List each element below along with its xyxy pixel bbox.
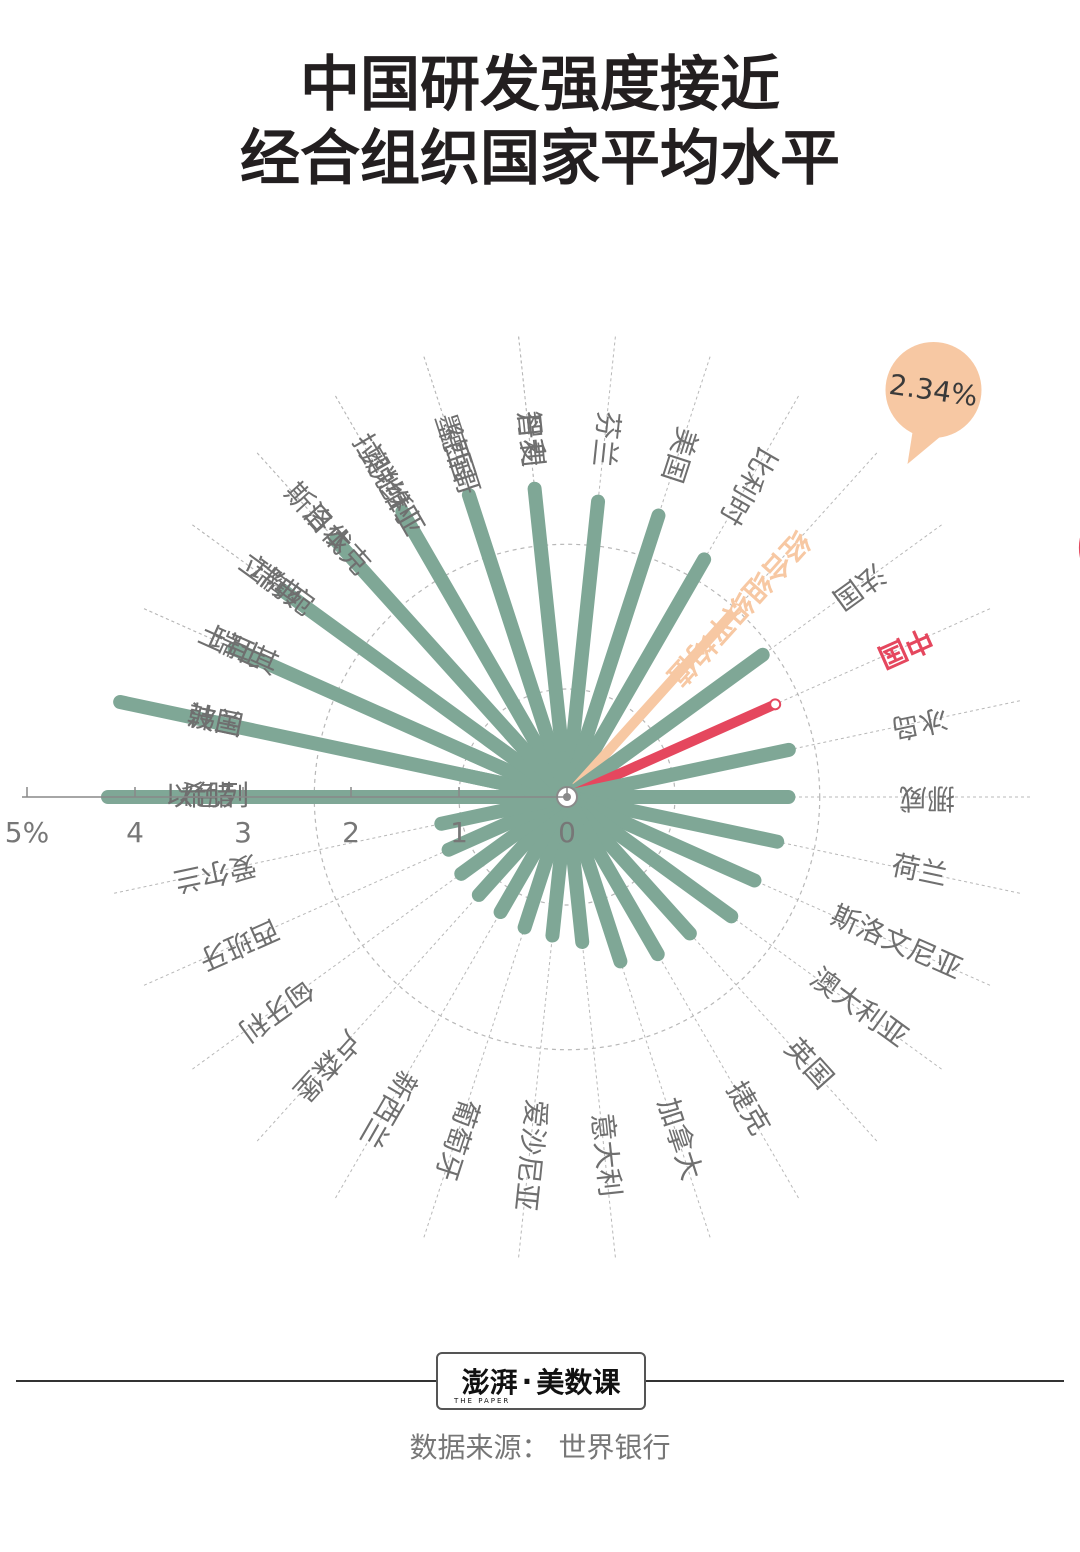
category-label: 捷克 <box>720 1076 777 1141</box>
guide-line <box>141 607 559 794</box>
category-label: 比利时 <box>713 441 784 530</box>
bar-芬兰 <box>560 494 606 804</box>
category-label: 拉脱维亚 <box>346 428 431 542</box>
logo-dot: · <box>521 1364 533 1398</box>
category-label: 爱尔兰 <box>171 848 260 898</box>
guide-line <box>334 805 563 1200</box>
category-label: 立陶宛 <box>233 546 320 622</box>
guide-line <box>575 800 993 987</box>
bar-比利时 <box>560 552 712 804</box>
axis-tick-label: 3 <box>234 816 252 849</box>
bar-法国 <box>560 647 770 804</box>
callout-circle <box>885 341 982 438</box>
guide-line <box>517 334 567 788</box>
category-label: 以色列 <box>165 779 249 812</box>
bar-end-marker <box>769 698 782 711</box>
category-label: 墨西哥 <box>429 409 486 499</box>
bar-澳大利亚 <box>560 790 739 924</box>
guide-line <box>112 798 558 895</box>
category-label: 智利 <box>512 409 551 468</box>
logo-section: 美数课 <box>536 1366 621 1399</box>
category-label: 斯洛文尼亚 <box>826 899 967 986</box>
guide-line <box>567 334 617 788</box>
guide-line <box>574 523 944 792</box>
axis-tick-label: 0 <box>558 816 576 849</box>
chart-title-line-1: 中国研发强度接近 <box>300 50 780 120</box>
callout-layer: 2.34%2.11% <box>885 341 1080 579</box>
category-label: 法国 <box>827 557 892 617</box>
guide-line <box>334 394 563 789</box>
data-source: 数据来源： 世界银行 <box>409 1431 671 1464</box>
category-label: 新西兰 <box>353 1065 424 1154</box>
category-label: 卢森堡 <box>287 1023 368 1108</box>
guide-line <box>573 804 879 1143</box>
category-label: 挪威 <box>899 782 955 815</box>
bar-斯洛文尼亚 <box>560 790 762 888</box>
category-label: 匈牙利 <box>233 972 320 1048</box>
category-label: 中国 <box>873 621 938 674</box>
guide-line <box>573 451 879 790</box>
category-label: 意大利 <box>585 1111 627 1198</box>
callout-tail <box>907 425 944 464</box>
category-label: 澳大利亚 <box>804 961 914 1054</box>
guide-line <box>575 607 993 794</box>
category-label: 土耳其 <box>194 617 284 681</box>
guide-line <box>190 523 560 792</box>
logo-subtitle: THE PAPER <box>454 1397 511 1405</box>
category-label: 美国 <box>655 423 704 486</box>
guide-line <box>141 800 559 987</box>
bar-经合组织平均值 <box>562 604 742 802</box>
category-label: 希腊 <box>179 779 235 812</box>
category-label: 西班牙 <box>194 913 284 977</box>
guide-line <box>571 805 800 1200</box>
bar-丹麦 <box>527 481 574 804</box>
logo-brand: 澎湃 <box>461 1366 518 1399</box>
bar-中国 <box>562 699 781 802</box>
chart-title: 中国研发强度接近 经合组织国家平均水平 <box>0 48 1080 196</box>
guide-line <box>567 806 617 1260</box>
category-label: 荷兰 <box>889 848 951 892</box>
category-label: 葡萄牙 <box>429 1095 486 1185</box>
publisher-logo: 澎湃 · 美数课 THE PAPER <box>436 1352 646 1410</box>
bar-end-marker <box>730 603 743 616</box>
axis-tick-label: 5% <box>5 816 49 849</box>
category-label: 波兰 <box>184 699 246 743</box>
axis-tick-label: 4 <box>126 816 144 849</box>
callout-bubble: 2.34% <box>885 341 982 464</box>
bar-layer <box>101 481 796 969</box>
axis-tick-label: 1 <box>450 816 468 849</box>
category-label: 冰岛 <box>889 702 951 746</box>
category-label: 芬兰 <box>587 410 626 469</box>
bar-美国 <box>560 508 666 804</box>
axis-tick-label: 2 <box>342 816 360 849</box>
guide-line <box>576 699 1022 796</box>
guide-line <box>517 806 567 1260</box>
guide-line <box>574 802 944 1071</box>
guide-line <box>255 451 561 790</box>
bar-冰岛 <box>560 742 796 804</box>
guide-line <box>255 804 561 1143</box>
chart-title-line-2: 经合组织国家平均水平 <box>240 124 840 194</box>
guide-line <box>422 354 565 788</box>
guide-line <box>571 394 800 789</box>
category-label: 爱沙尼亚 <box>509 1098 554 1213</box>
axis-layer: 5% 4 3 2 1 0 <box>5 787 576 849</box>
guide-line <box>422 806 565 1240</box>
guide-line <box>569 354 712 788</box>
category-label: 加拿大 <box>651 1094 708 1184</box>
category-label: 丹麦 <box>512 409 551 468</box>
guide-line <box>190 802 560 1071</box>
category-label: 斯洛伐克 <box>277 476 376 581</box>
guide-line <box>569 806 712 1240</box>
bar-荷兰 <box>560 790 785 849</box>
guide-line <box>576 798 1022 895</box>
